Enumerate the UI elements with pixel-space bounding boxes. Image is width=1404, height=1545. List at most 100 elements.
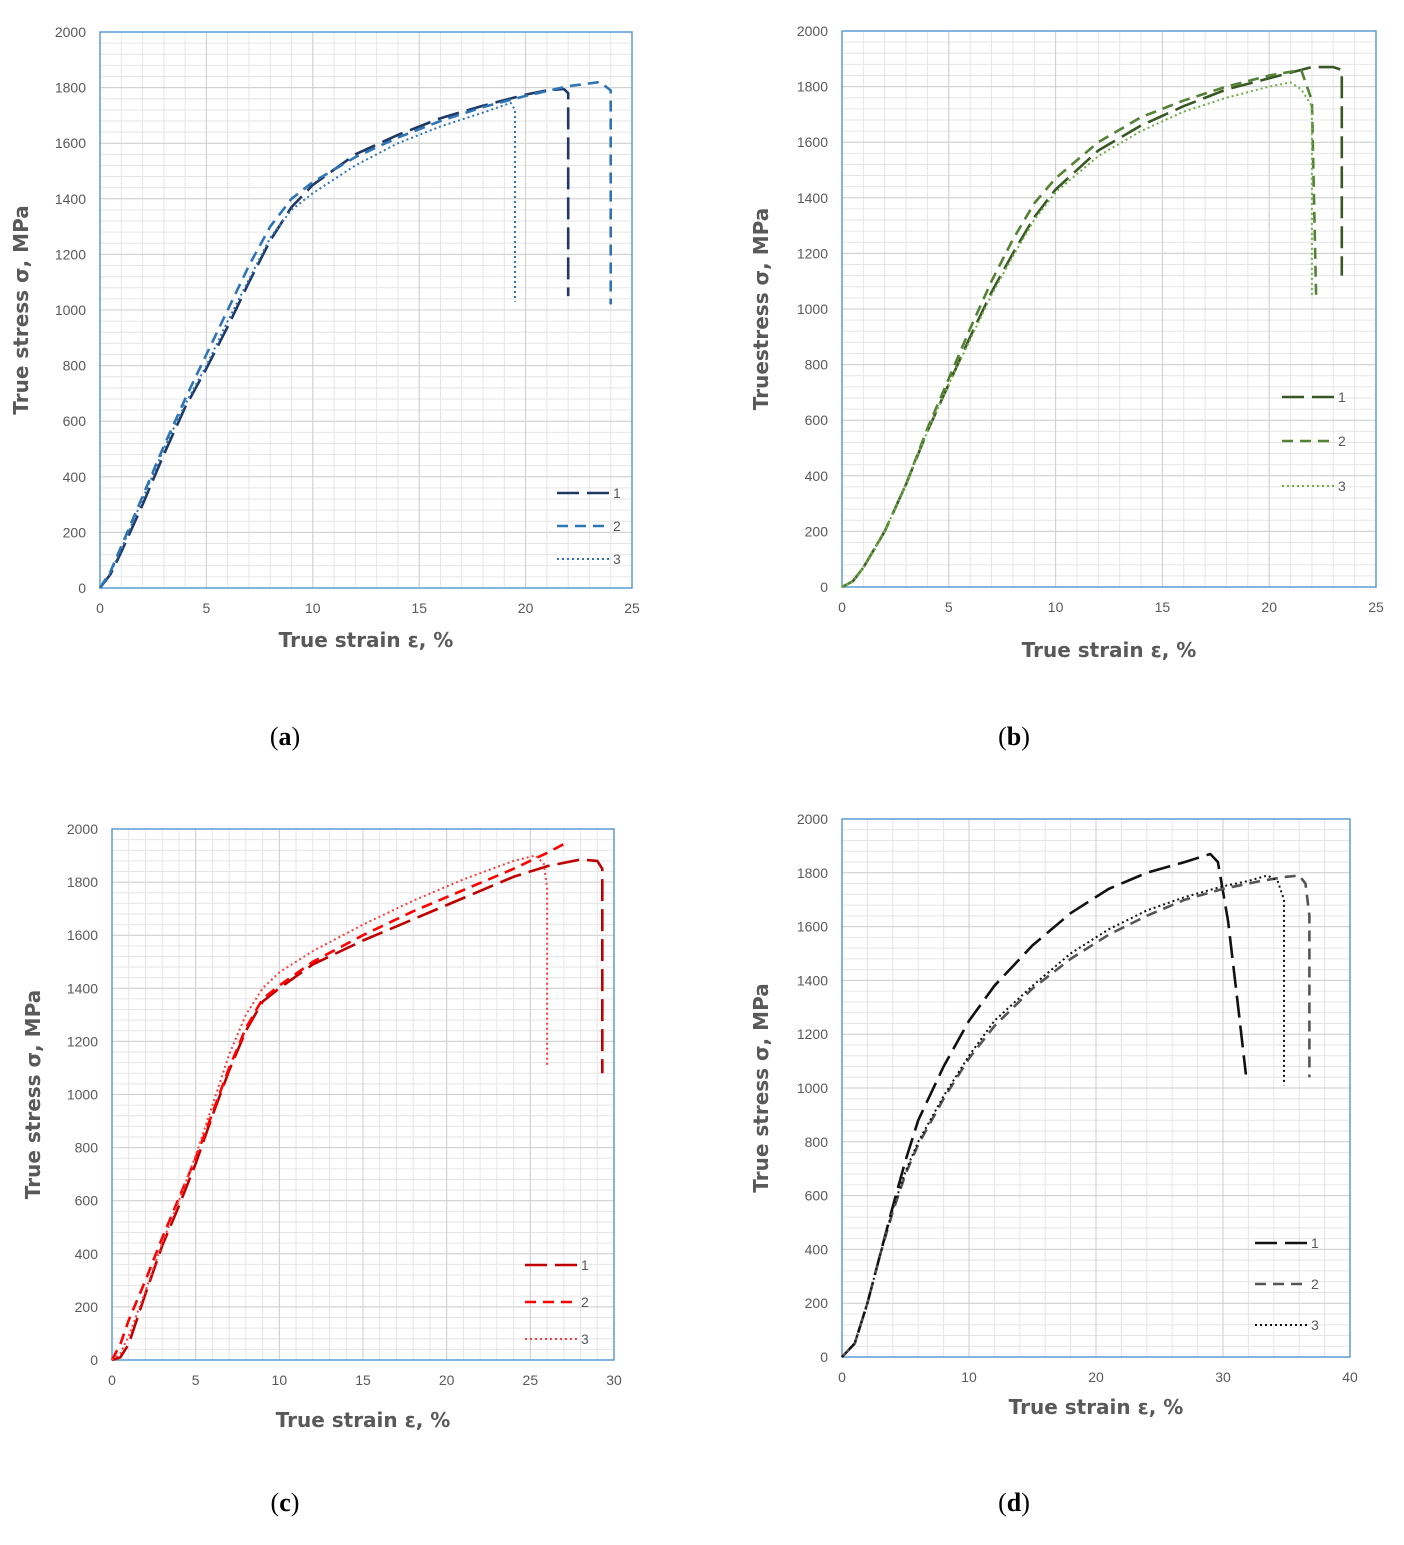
y-tick-label: 200 bbox=[75, 1299, 99, 1315]
y-tick-label: 1400 bbox=[797, 190, 828, 206]
y-tick-label: 1200 bbox=[67, 1033, 98, 1049]
y-tick-label: 1600 bbox=[55, 135, 86, 151]
y-tick-label: 1200 bbox=[797, 1026, 828, 1042]
y-tick-label: 1000 bbox=[67, 1087, 98, 1103]
x-tick-label: 5 bbox=[203, 600, 211, 616]
y-tick-label: 1600 bbox=[797, 919, 828, 935]
y-tick-label: 200 bbox=[805, 1295, 829, 1311]
y-tick-label: 200 bbox=[63, 524, 87, 540]
y-tick-label: 1600 bbox=[67, 927, 98, 943]
chart-panel-b: 0 5 10 15 20 25 0 200 400 600 800 1000 1200 1400 1600 1… bbox=[749, 23, 1384, 662]
chart-panel-d: 0 10 20 30 400200400600800100012001400160018… bbox=[749, 811, 1358, 1419]
y-tick-label: 800 bbox=[805, 1134, 829, 1150]
caption-b: (b) bbox=[998, 722, 1030, 751]
legend-label: 2 bbox=[581, 1294, 589, 1310]
y-tick-label: 1400 bbox=[67, 980, 98, 996]
x-tick-label: 20 bbox=[1261, 599, 1277, 615]
series-line-2 bbox=[841, 874, 1311, 1358]
legend-label: 3 bbox=[581, 1331, 589, 1347]
y-tick-label: 0 bbox=[820, 579, 828, 595]
y-tick-label: 1800 bbox=[67, 874, 98, 890]
x-tick-label: 0 bbox=[838, 599, 846, 615]
y-axis-label: Truestress σ, MPa bbox=[749, 208, 773, 410]
y-tick-label: 600 bbox=[805, 1188, 829, 1204]
caption-a: (a) bbox=[270, 722, 300, 751]
y-tick-label: 400 bbox=[805, 1241, 829, 1257]
plot-area-border bbox=[841, 30, 1377, 588]
y-tick-label: 1400 bbox=[797, 972, 828, 988]
legend-label: 1 bbox=[1338, 389, 1346, 405]
x-axis-label: True strain ε, % bbox=[279, 628, 454, 652]
y-tick-label: 2000 bbox=[55, 24, 86, 40]
y-axis-label: True stress σ, MPa bbox=[749, 983, 773, 1192]
y-tick-label: 600 bbox=[75, 1193, 99, 1209]
x-tick-label: 30 bbox=[606, 1372, 622, 1388]
y-tick-label: 2000 bbox=[797, 23, 828, 39]
legend-label: 3 bbox=[613, 551, 621, 567]
plot-area-border bbox=[841, 818, 1351, 1358]
y-tick-label: 2000 bbox=[797, 811, 828, 827]
x-tick-label: 25 bbox=[624, 600, 640, 616]
y-tick-label: 200 bbox=[805, 523, 829, 539]
x-axis-label: True strain ε, % bbox=[1009, 1395, 1184, 1419]
caption-d: (d) bbox=[998, 1488, 1030, 1517]
y-tick-label: 400 bbox=[63, 469, 87, 485]
series-line-1 bbox=[841, 852, 1248, 1358]
x-tick-label: 20 bbox=[1088, 1369, 1104, 1385]
x-tick-label: 10 bbox=[961, 1369, 977, 1385]
x-tick-label: 10 bbox=[1048, 599, 1064, 615]
legend-label: 3 bbox=[1338, 478, 1346, 494]
series-line-3 bbox=[841, 874, 1285, 1358]
x-tick-label: 20 bbox=[518, 600, 534, 616]
y-tick-label: 1000 bbox=[55, 302, 86, 318]
caption-d-letter: d bbox=[1007, 1488, 1022, 1517]
x-tick-label: 5 bbox=[192, 1372, 200, 1388]
y-tick-label: 0 bbox=[78, 580, 86, 596]
y-tick-label: 1800 bbox=[797, 865, 828, 881]
x-tick-label: 0 bbox=[108, 1372, 116, 1388]
x-tick-label: 20 bbox=[439, 1372, 455, 1388]
series-line-3 bbox=[111, 854, 549, 1361]
x-tick-label: 15 bbox=[355, 1372, 371, 1388]
x-tick-label: 25 bbox=[1368, 599, 1384, 615]
y-tick-label: 1400 bbox=[55, 191, 86, 207]
y-axis-label: True stress σ, MPa bbox=[21, 990, 45, 1199]
y-tick-label: 800 bbox=[805, 357, 829, 373]
legend-label: 2 bbox=[1311, 1276, 1319, 1292]
legend-label: 3 bbox=[1311, 1317, 1319, 1333]
y-tick-label: 600 bbox=[805, 412, 829, 428]
plot-area-border bbox=[111, 828, 615, 1361]
x-axis-label: True strain ε, % bbox=[1022, 638, 1197, 662]
chart-panel-c: 0 5 10 15 20 25 30 0 200 400 600 800 1000 1200 1400 160… bbox=[21, 821, 622, 1432]
y-tick-label: 1600 bbox=[797, 134, 828, 150]
y-tick-label: 1200 bbox=[797, 245, 828, 261]
x-tick-label: 40 bbox=[1342, 1369, 1358, 1385]
x-axis-label: True strain ε, % bbox=[276, 1408, 451, 1432]
y-tick-label: 1800 bbox=[55, 80, 86, 96]
legend-label: 2 bbox=[1338, 433, 1346, 449]
y-tick-label: 0 bbox=[90, 1352, 98, 1368]
caption-c-letter: c bbox=[279, 1488, 291, 1517]
y-tick-label: 400 bbox=[805, 468, 829, 484]
y-tick-label: 1000 bbox=[797, 301, 828, 317]
caption-a-letter: a bbox=[279, 722, 292, 751]
caption-c: (c) bbox=[271, 1488, 300, 1517]
x-tick-label: 15 bbox=[1155, 599, 1171, 615]
y-tick-label: 600 bbox=[63, 413, 87, 429]
legend-label: 2 bbox=[613, 518, 621, 534]
x-tick-label: 30 bbox=[1215, 1369, 1231, 1385]
chart-panel-a: 0 5 10 15 20 25 0 200 400 600 800 1000 1200 1400 1600 1… bbox=[9, 24, 640, 652]
x-tick-label: 0 bbox=[838, 1369, 846, 1385]
x-tick-label: 0 bbox=[96, 600, 104, 616]
y-tick-label: 1000 bbox=[797, 1080, 828, 1096]
x-tick-label: 10 bbox=[272, 1372, 288, 1388]
y-tick-label: 1200 bbox=[55, 246, 86, 262]
y-tick-label: 1800 bbox=[797, 79, 828, 95]
series-line-3 bbox=[99, 101, 516, 589]
series-line-2 bbox=[110, 841, 568, 1361]
y-tick-label: 2000 bbox=[67, 821, 98, 837]
y-tick-label: 0 bbox=[820, 1349, 828, 1365]
caption-b-letter: b bbox=[1007, 722, 1021, 751]
y-tick-label: 400 bbox=[75, 1246, 99, 1262]
x-tick-label: 15 bbox=[411, 600, 427, 616]
